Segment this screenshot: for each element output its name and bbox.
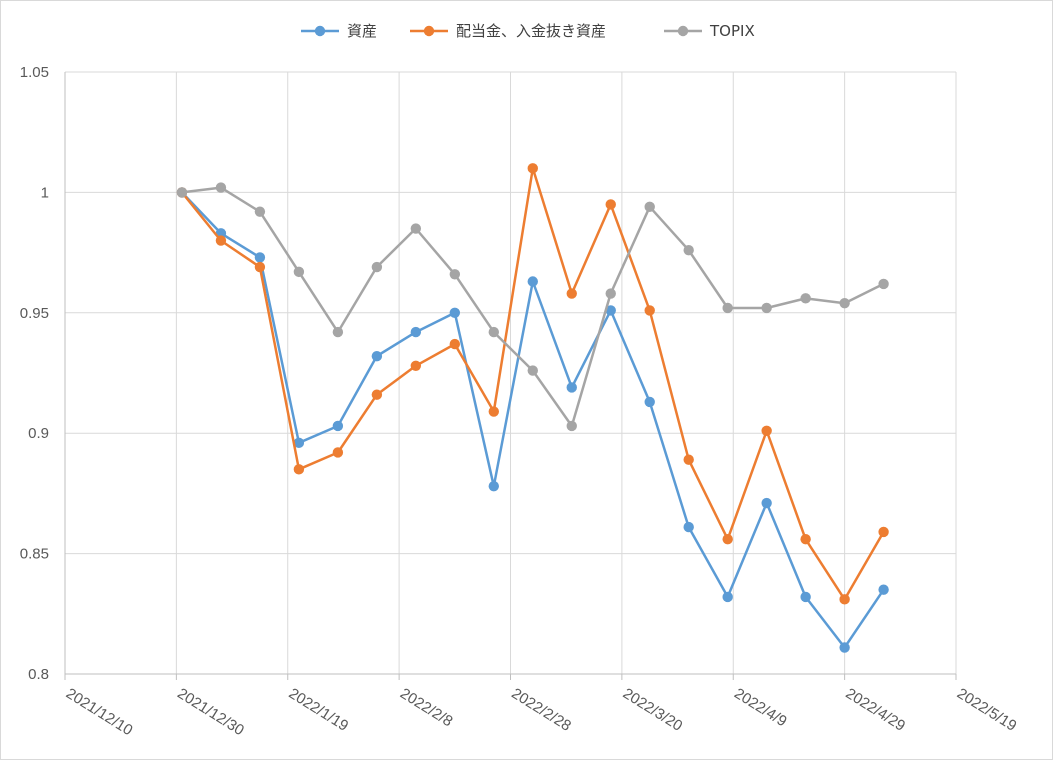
legend-swatch-marker	[423, 25, 435, 37]
data-point	[293, 437, 305, 449]
data-point	[371, 261, 383, 273]
series-2	[176, 182, 889, 432]
data-point	[254, 206, 266, 217]
data-point	[449, 269, 461, 280]
data-point	[644, 305, 655, 316]
data-point	[527, 163, 538, 174]
data-point	[878, 526, 889, 538]
data-point	[605, 305, 616, 316]
data-point	[254, 261, 266, 273]
data-point	[215, 235, 227, 246]
data-point	[332, 326, 344, 338]
legend-item[interactable]: 資産	[301, 22, 377, 40]
data-point	[683, 454, 694, 465]
data-point	[839, 594, 850, 605]
data-point	[527, 276, 538, 287]
series-layer	[176, 163, 889, 653]
legend-swatch-marker	[677, 25, 689, 37]
data-point	[722, 533, 733, 545]
data-point	[215, 182, 227, 193]
data-point	[800, 533, 811, 545]
data-point	[410, 360, 422, 371]
data-point	[488, 406, 499, 417]
data-point	[371, 350, 383, 362]
x-axis-ticks: 2021/12/10 2021/12/30 2022/1/19 2022/2/8 202…	[63, 685, 1020, 739]
data-point	[761, 425, 772, 436]
data-point	[683, 244, 694, 256]
data-point	[722, 591, 733, 603]
data-point	[800, 293, 811, 304]
data-point	[254, 252, 266, 263]
x-tick-label: 2022/2/8	[397, 685, 456, 730]
data-point	[332, 447, 344, 458]
data-point	[449, 307, 461, 318]
data-point	[566, 382, 577, 393]
x-tick-label: 2021/12/10	[63, 685, 136, 739]
legend-swatch-marker	[314, 25, 326, 37]
data-point	[293, 464, 305, 475]
gridlines	[64, 71, 957, 675]
x-tick-label: 2022/5/19	[954, 685, 1020, 735]
data-point	[410, 326, 422, 338]
y-tick-label: 1	[41, 184, 49, 201]
y-tick-label: 1.05	[20, 64, 49, 81]
data-point	[332, 420, 344, 432]
data-point	[800, 591, 811, 603]
data-point	[293, 266, 305, 278]
y-tick-label: 0.85	[20, 546, 49, 563]
data-point	[839, 297, 850, 309]
data-point	[176, 187, 188, 198]
data-point	[683, 521, 694, 533]
legend: 資産 配当金、入金抜き資産 TOPIX	[301, 22, 755, 40]
data-point	[878, 278, 889, 290]
x-tick-label: 2022/4/29	[843, 685, 909, 735]
series-line	[180, 191, 885, 649]
data-point	[566, 288, 577, 299]
series-0	[176, 187, 889, 653]
legend-label: 配当金、入金抜き資産	[456, 22, 606, 40]
y-tick-label: 0.8	[28, 666, 49, 683]
legend-item[interactable]: TOPIX	[664, 22, 755, 40]
x-tick-label: 2022/1/19	[286, 685, 352, 735]
data-point	[644, 201, 655, 213]
y-tick-label: 0.95	[20, 305, 49, 322]
x-tick-label: 2021/12/30	[174, 685, 247, 739]
y-tick-label: 0.9	[28, 425, 49, 442]
legend-item[interactable]: 配当金、入金抜き資産	[410, 22, 606, 40]
data-point	[488, 480, 499, 492]
y-axis-ticks: 0.8 0.85 0.9 0.95 1 1.05	[20, 64, 49, 683]
data-point	[605, 199, 616, 210]
data-point	[527, 365, 538, 376]
data-point	[722, 302, 733, 314]
data-point	[488, 326, 499, 338]
data-point	[839, 642, 850, 653]
axes	[64, 72, 957, 680]
data-point	[605, 288, 616, 299]
legend-label: 資産	[347, 22, 377, 40]
data-point	[449, 338, 461, 350]
x-tick-label: 2022/4/9	[731, 685, 790, 730]
data-point	[566, 420, 577, 432]
data-point	[878, 584, 889, 595]
data-point	[761, 302, 772, 314]
data-point	[761, 497, 772, 509]
data-point	[410, 223, 422, 234]
data-point	[644, 396, 655, 408]
x-tick-label: 2022/3/20	[620, 685, 686, 735]
data-point	[371, 389, 383, 400]
legend-label: TOPIX	[709, 22, 755, 40]
x-tick-label: 2022/2/28	[508, 685, 574, 735]
